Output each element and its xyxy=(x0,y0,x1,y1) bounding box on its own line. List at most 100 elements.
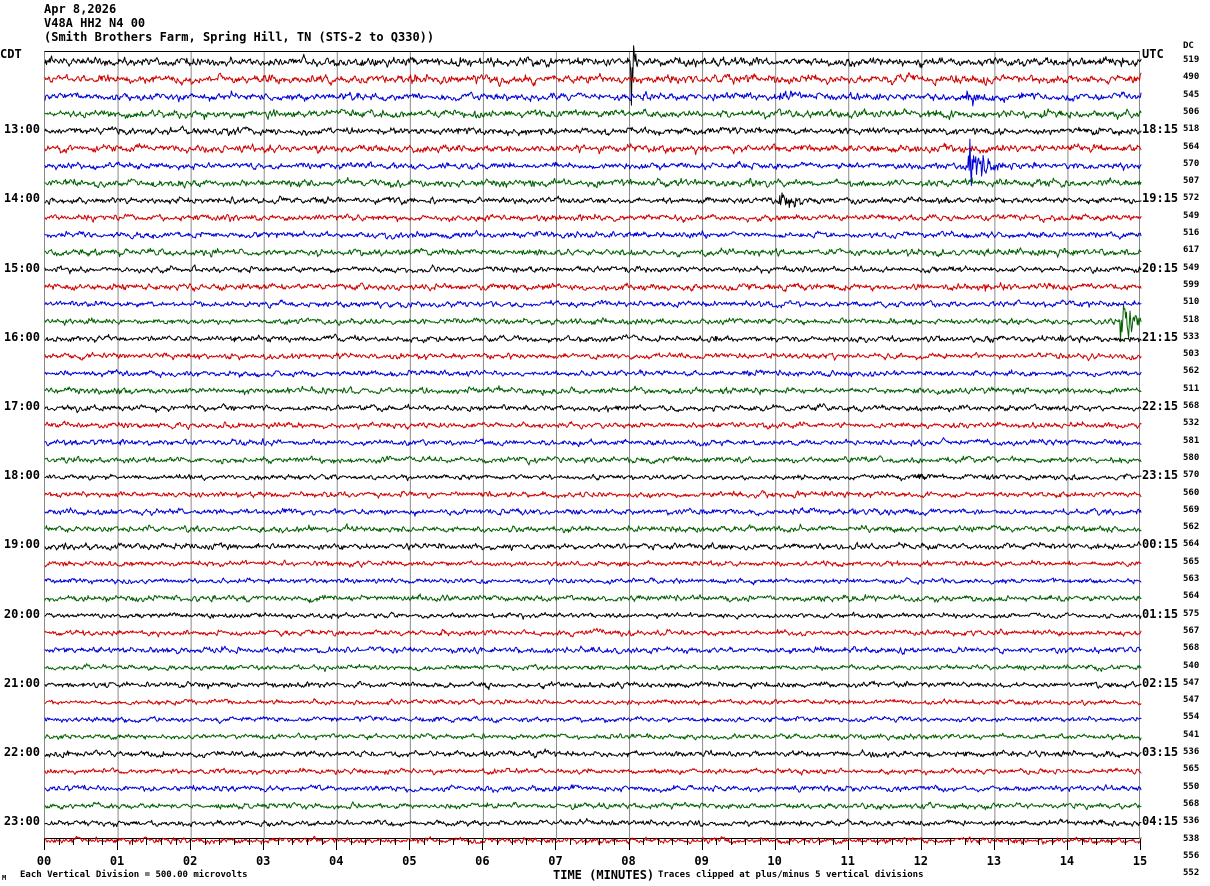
dc-value: 599 xyxy=(1183,279,1200,290)
x-axis-minor-tick xyxy=(292,839,294,845)
seismic-traces-svg xyxy=(44,45,1142,846)
dc-value: 506 xyxy=(1183,106,1200,117)
mu-marker: M xyxy=(2,874,7,882)
left-time-label: 20:00 xyxy=(3,606,40,621)
seismic-trace xyxy=(44,559,1142,568)
dc-value: 565 xyxy=(1183,764,1200,775)
x-axis-minor-tick xyxy=(58,839,60,845)
dc-value: 552 xyxy=(1183,868,1200,879)
x-axis-tick-label: 06 xyxy=(475,854,490,868)
dc-value: 568 xyxy=(1183,798,1200,809)
x-axis-major-tick xyxy=(993,839,995,850)
seismic-trace xyxy=(44,801,1142,811)
left-time-label: 17:00 xyxy=(3,399,40,413)
x-axis-minor-tick xyxy=(321,839,323,845)
left-time-label: 19:00 xyxy=(3,537,40,552)
x-axis-tick-label: 09 xyxy=(694,854,709,868)
x-axis-tick-label: 15 xyxy=(1132,854,1148,868)
dc-value: 562 xyxy=(1183,366,1200,377)
x-axis-major-tick xyxy=(628,839,630,850)
x-axis-minor-tick xyxy=(146,839,148,845)
dc-value: 547 xyxy=(1183,695,1200,706)
right-time-label: 23:15 xyxy=(1142,468,1179,483)
x-axis-minor-tick xyxy=(803,839,805,845)
x-axis-major-tick xyxy=(1140,839,1141,850)
x-axis-minor-tick xyxy=(438,839,440,845)
seismic-trace xyxy=(44,247,1142,258)
dc-value: 554 xyxy=(1183,712,1200,723)
seismic-trace xyxy=(44,299,1142,309)
x-axis-major-tick xyxy=(336,839,338,850)
x-axis-minor-tick xyxy=(467,839,469,845)
right-time-label: 01:15 xyxy=(1142,606,1179,621)
seismic-trace xyxy=(44,627,1142,638)
x-axis-minor-tick xyxy=(584,839,586,845)
x-axis-tick-label: 04 xyxy=(329,854,344,868)
x-axis-major-tick xyxy=(774,839,776,850)
seismic-trace xyxy=(44,177,1142,189)
x-axis-minor-tick xyxy=(73,839,75,845)
x-axis-tick-label: 08 xyxy=(621,854,636,868)
x-axis-minor-tick xyxy=(1008,839,1010,845)
right-time-label: 02:15 xyxy=(1142,675,1179,690)
x-axis-minor-tick xyxy=(657,839,659,845)
seismic-trace xyxy=(44,72,1142,87)
dc-value: 572 xyxy=(1183,193,1200,204)
dc-value: 510 xyxy=(1183,297,1200,308)
left-time-label: 21:00 xyxy=(3,675,40,690)
dc-value: 562 xyxy=(1183,522,1200,533)
right-time-label: 21:15 xyxy=(1142,329,1179,344)
header-date: Apr 8,2026 xyxy=(44,2,117,16)
right-time-label: 18:15 xyxy=(1142,122,1179,137)
x-axis-minor-tick xyxy=(233,839,235,845)
dc-value: 556 xyxy=(1183,850,1200,861)
x-axis-tick-label: 05 xyxy=(402,854,417,868)
x-axis-minor-tick xyxy=(876,839,878,845)
dc-value: 569 xyxy=(1183,504,1200,515)
dc-value: 581 xyxy=(1183,435,1200,446)
seismic-trace xyxy=(44,784,1142,793)
seismic-trace xyxy=(44,541,1142,551)
seismic-trace xyxy=(44,125,1142,137)
left-time-label: 16:00 xyxy=(3,329,40,344)
dc-value: 516 xyxy=(1183,228,1200,238)
x-axis-minor-tick xyxy=(175,839,177,845)
seismic-trace xyxy=(44,523,1142,534)
x-axis-minor-tick xyxy=(423,839,425,845)
helicorder-plot-area[interactable] xyxy=(44,45,1142,846)
seismic-trace xyxy=(44,108,1142,121)
seismic-trace xyxy=(44,817,1142,828)
x-axis-minor-tick xyxy=(248,839,250,845)
seismic-trace xyxy=(44,45,1142,106)
dc-value: 568 xyxy=(1183,401,1200,411)
header-station: V48A HH2 N4 00 xyxy=(44,16,146,30)
x-axis-minor-tick xyxy=(716,839,718,845)
x-axis-minor-tick xyxy=(526,839,528,845)
x-axis-minor-tick xyxy=(87,839,89,845)
header-site-name: (Smith Brothers Farm, Spring Hill, TN (S… xyxy=(44,30,435,44)
seismic-trace xyxy=(44,369,1142,378)
dc-value: 564 xyxy=(1183,591,1200,602)
left-time-label: 23:00 xyxy=(3,814,40,829)
x-axis-tick-label: 00 xyxy=(36,854,52,868)
x-axis-tick-label: 11 xyxy=(840,854,855,868)
dc-value: 490 xyxy=(1183,72,1200,83)
dc-value: 575 xyxy=(1183,608,1200,619)
x-axis-major-tick xyxy=(482,839,484,850)
x-axis-major-tick xyxy=(847,839,849,850)
x-axis-major-tick xyxy=(190,839,192,850)
x-axis-tick-label: 01 xyxy=(109,854,125,868)
x-axis-minor-tick xyxy=(979,839,981,845)
right-time-label: 19:15 xyxy=(1142,191,1179,206)
x-axis-tick-label: 14 xyxy=(1059,854,1075,868)
left-time-label: 18:00 xyxy=(3,468,40,483)
x-axis-major-tick xyxy=(44,839,45,850)
x-axis-minor-tick xyxy=(307,839,309,845)
dc-value: 568 xyxy=(1183,643,1200,654)
dc-value: 536 xyxy=(1183,747,1200,757)
dc-value: 545 xyxy=(1183,89,1200,100)
x-axis-tick-label: 03 xyxy=(255,854,271,868)
dc-value: 564 xyxy=(1183,141,1200,152)
dc-value: 549 xyxy=(1183,210,1200,221)
left-time-label: 14:00 xyxy=(3,191,40,206)
